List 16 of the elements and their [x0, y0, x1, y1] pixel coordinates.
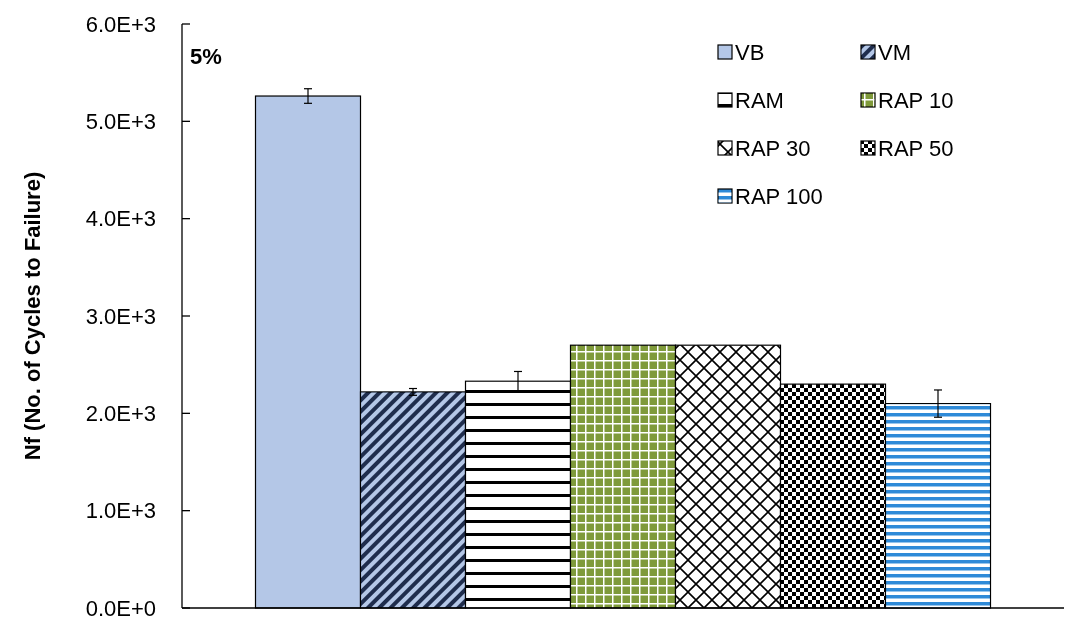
y-tick-label: 1.0E+3 — [85, 498, 156, 524]
legend-label: VB — [735, 39, 765, 65]
y-tick-label: 5.0E+3 — [85, 109, 156, 135]
y-axis-title: Nf (No. of Cycles to Failure) — [20, 171, 45, 461]
legend-label: VM — [878, 39, 911, 65]
y-tick-label: 3.0E+3 — [85, 303, 156, 329]
legend-label: RAP 50 — [878, 135, 954, 161]
y-tick-label: 2.0E+3 — [85, 401, 156, 427]
legend-label: RAP 30 — [735, 135, 811, 161]
annotation: 5% — [190, 44, 222, 69]
legend-label: RAP 100 — [735, 183, 823, 209]
legend-label: RAM — [735, 87, 784, 113]
legend-label: RAP 10 — [878, 87, 954, 113]
y-tick-label: 6.0E+3 — [85, 11, 156, 37]
y-tick-label: 0.0E+0 — [85, 595, 156, 621]
y-tick-label: 4.0E+3 — [85, 206, 156, 232]
